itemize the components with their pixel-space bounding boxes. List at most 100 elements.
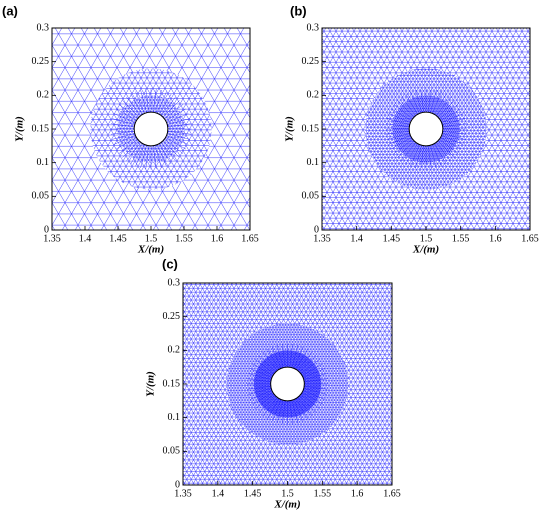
mesh-edge	[262, 397, 278, 417]
y-axis-label: Y/(m)	[145, 371, 157, 397]
mesh-edge	[427, 145, 432, 170]
mesh-edge	[299, 355, 317, 373]
mesh-edge	[441, 135, 464, 145]
mesh-edge	[157, 91, 167, 114]
y-tick-label: 0.15	[32, 123, 50, 134]
mesh-edge	[405, 93, 418, 115]
mesh-edge	[441, 113, 464, 123]
y-tick-label: 0.25	[32, 56, 50, 67]
mesh-edge	[267, 398, 280, 420]
mesh-edge	[293, 346, 304, 369]
mesh-edge	[167, 118, 191, 125]
panel-label: (b)	[290, 3, 307, 18]
mesh-edge	[436, 96, 451, 116]
mesh-edge	[295, 398, 308, 420]
mesh-edge	[302, 368, 325, 378]
mesh-edge	[439, 104, 459, 119]
x-tick-label: 1.35	[313, 233, 331, 244]
x-tick-label: 1.65	[521, 233, 539, 244]
mesh-edge	[410, 144, 420, 167]
mesh-edge	[130, 93, 143, 115]
mesh-edge	[291, 344, 299, 368]
mesh-edge	[126, 142, 141, 162]
x-tick-label: 1.35	[43, 233, 61, 244]
y-tick-label: 0.25	[163, 311, 181, 322]
mesh-edge	[300, 359, 320, 374]
mesh-edge	[401, 96, 416, 116]
panel-label: (c)	[162, 256, 178, 271]
mesh-edge	[440, 137, 462, 150]
mesh-edge	[289, 343, 293, 368]
mesh-edge	[126, 96, 141, 116]
mesh-edge	[439, 139, 459, 154]
y-tick-label: 0.3	[37, 22, 50, 33]
mesh-edge	[299, 395, 317, 413]
mesh-edge	[388, 113, 411, 123]
mesh-edge	[262, 351, 278, 371]
mesh-edge	[110, 123, 135, 128]
mesh-edge	[247, 378, 271, 383]
x-axis-label: X/(m)	[273, 499, 300, 511]
mesh-edge	[252, 392, 274, 405]
mesh-edge	[162, 100, 180, 118]
x-tick-label: 1.45	[244, 488, 262, 499]
x-tick-label: 1.4	[212, 488, 225, 499]
mesh-edge	[291, 400, 299, 424]
mesh-edge	[166, 113, 189, 123]
mesh-edge	[152, 145, 157, 170]
mesh-edge	[437, 140, 455, 158]
mesh-edge	[442, 118, 466, 125]
mesh-edge	[393, 139, 413, 154]
mesh-edge	[167, 133, 191, 140]
mesh-edge	[122, 100, 140, 118]
mesh-edge	[420, 88, 425, 113]
mesh-edge	[301, 392, 323, 405]
mesh-edge	[434, 93, 447, 115]
mesh-edge	[248, 373, 272, 380]
mesh-edge	[282, 400, 286, 425]
mesh-edge	[276, 400, 284, 424]
cylinder-hole	[133, 111, 169, 147]
mesh-edge	[420, 145, 425, 170]
mesh-edge	[397, 100, 415, 118]
mesh-edge	[255, 394, 275, 409]
y-tick-label: 0.05	[302, 191, 320, 202]
y-tick-label: 0.3	[168, 277, 181, 288]
mesh-edge	[122, 140, 140, 158]
mesh-edge	[167, 130, 192, 135]
cylinder-hole	[408, 111, 444, 147]
y-axis-label: Y/(m)	[14, 116, 26, 142]
mesh-edge	[303, 373, 327, 380]
mesh-edge	[437, 100, 455, 118]
mesh-edge	[118, 104, 138, 119]
mesh-edge	[442, 133, 466, 140]
y-tick-label: 0.2	[307, 90, 320, 101]
x-tick-label: 1.55	[175, 233, 193, 244]
mesh-edge	[248, 388, 272, 395]
mesh-edge	[145, 145, 150, 170]
x-axis-label: X/(m)	[412, 244, 439, 256]
mesh-edge	[250, 368, 273, 378]
mesh-edge	[434, 143, 447, 165]
mesh-edge	[111, 133, 135, 140]
mesh-edge	[161, 96, 176, 116]
mesh-edge	[135, 144, 145, 167]
mesh-edge	[164, 139, 184, 154]
mesh-edge	[276, 344, 284, 368]
mesh-edge	[110, 130, 135, 135]
mesh-edge	[258, 395, 276, 413]
mesh-edge	[152, 88, 157, 113]
y-tick-label: 0.15	[163, 378, 181, 389]
mesh-edge	[165, 137, 187, 150]
mesh-edge	[115, 137, 137, 150]
mesh-edge	[432, 144, 442, 167]
mesh-edge	[415, 89, 422, 113]
x-tick-label: 1.55	[314, 488, 332, 499]
mesh-edge	[427, 88, 432, 113]
mesh-edge	[390, 137, 412, 150]
mesh-edge	[300, 394, 320, 409]
mesh-edge	[440, 108, 462, 121]
mesh-edge	[113, 135, 136, 145]
